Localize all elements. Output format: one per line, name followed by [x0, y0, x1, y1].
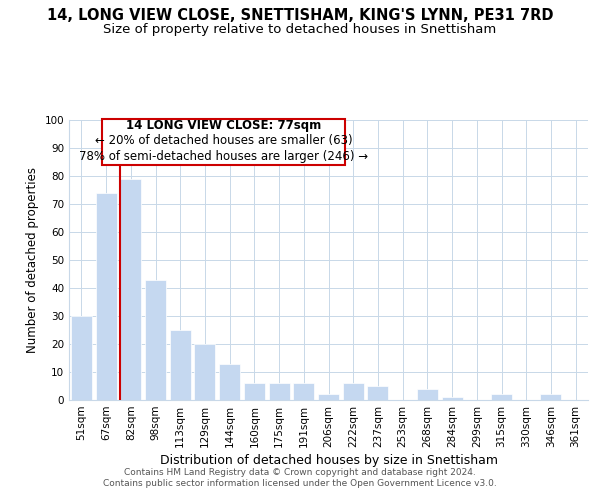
Y-axis label: Number of detached properties: Number of detached properties — [26, 167, 39, 353]
X-axis label: Distribution of detached houses by size in Snettisham: Distribution of detached houses by size … — [160, 454, 497, 467]
Bar — [95, 193, 116, 400]
Text: Size of property relative to detached houses in Snettisham: Size of property relative to detached ho… — [103, 22, 497, 36]
Bar — [194, 344, 215, 400]
Bar — [170, 330, 191, 400]
Bar — [145, 280, 166, 400]
Bar — [120, 179, 141, 400]
Bar — [541, 394, 562, 400]
Bar — [367, 386, 388, 400]
Text: 14 LONG VIEW CLOSE: 77sqm: 14 LONG VIEW CLOSE: 77sqm — [126, 119, 321, 132]
Bar — [71, 316, 92, 400]
Bar — [269, 383, 290, 400]
Text: ← 20% of detached houses are smaller (63): ← 20% of detached houses are smaller (63… — [95, 134, 352, 147]
Text: 78% of semi-detached houses are larger (246) →: 78% of semi-detached houses are larger (… — [79, 150, 368, 163]
Bar — [417, 389, 438, 400]
Bar — [293, 383, 314, 400]
Bar — [318, 394, 339, 400]
Text: Contains HM Land Registry data © Crown copyright and database right 2024.
Contai: Contains HM Land Registry data © Crown c… — [103, 468, 497, 487]
FancyBboxPatch shape — [103, 118, 344, 165]
Bar — [442, 397, 463, 400]
Bar — [219, 364, 240, 400]
Bar — [343, 383, 364, 400]
Text: 14, LONG VIEW CLOSE, SNETTISHAM, KING'S LYNN, PE31 7RD: 14, LONG VIEW CLOSE, SNETTISHAM, KING'S … — [47, 8, 553, 22]
Bar — [244, 383, 265, 400]
Bar — [491, 394, 512, 400]
